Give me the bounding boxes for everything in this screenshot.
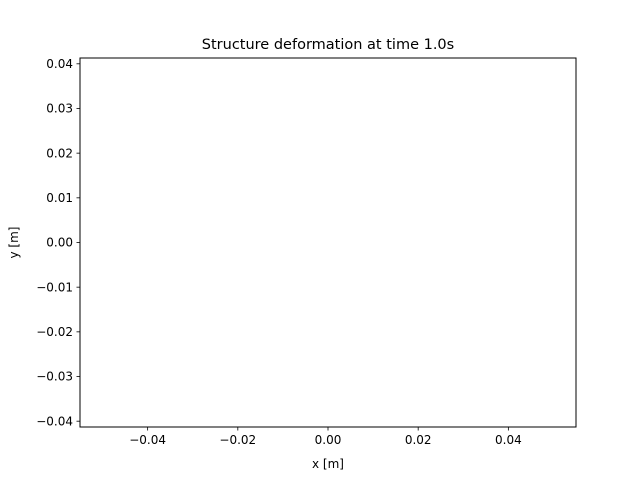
x-tick-label: 0.00	[315, 433, 342, 447]
axes-frame	[79, 57, 577, 428]
y-axis-label: y [m]	[7, 227, 21, 259]
y-tick-label: 0.03	[46, 102, 73, 116]
x-tick-label: 0.04	[495, 433, 522, 447]
x-axis-label: x [m]	[312, 457, 344, 471]
x-tick-label: −0.04	[129, 433, 166, 447]
x-axis: −0.04 −0.02 0.00 0.02 0.04	[129, 427, 522, 447]
plot-area: −0.04 −0.02 0.00 0.02 0.04 0.040.030.020.010…	[36, 57, 577, 447]
y-tick-label: 0.01	[46, 191, 73, 205]
y-tick-label: −0.02	[36, 325, 73, 339]
chart-title: Structure deformation at time 1.0s	[202, 37, 454, 53]
y-tick-label: −0.04	[36, 414, 73, 428]
y-tick-label: −0.01	[36, 280, 73, 294]
y-tick-label: 0.04	[46, 57, 73, 71]
x-tick-label: −0.02	[219, 433, 256, 447]
y-tick-label: 0.02	[46, 146, 73, 160]
y-tick-label: −0.03	[36, 370, 73, 384]
y-tick-label: 0.00	[46, 236, 73, 250]
x-tick-label: 0.02	[405, 433, 432, 447]
y-axis: 0.04 0.03 0.02 0.01 0.00 −0.01 −0.02 −0.03 −0.04	[36, 57, 80, 428]
